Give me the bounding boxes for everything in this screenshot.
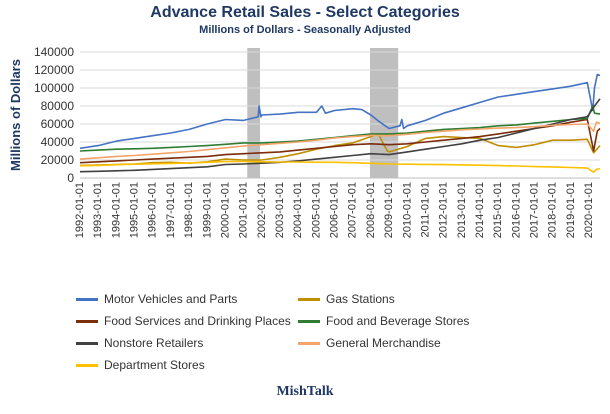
x-tick-label: 2011-01-01 (419, 182, 431, 237)
x-tick-label: 1994-01-01 (110, 182, 122, 238)
x-tick-label: 2018-01-01 (547, 182, 559, 238)
x-tick-label: 2008-01-01 (365, 182, 377, 238)
series-line (79, 73, 601, 150)
legend-swatch (298, 319, 320, 323)
legend-item: Department Stores (76, 358, 205, 372)
x-tick-label: 2017-01-01 (529, 182, 541, 238)
x-tick-label: 2009-01-01 (383, 182, 395, 238)
legend-swatch (76, 319, 98, 323)
y-tick-label: 20000 (41, 153, 75, 167)
y-tick-label: 80000 (41, 99, 75, 113)
y-tick-label: 120000 (34, 63, 74, 77)
x-tick-label: 2013-01-01 (456, 182, 468, 238)
legend-swatch (76, 297, 98, 301)
x-tick-label: 2003-01-01 (274, 182, 286, 238)
chart-title: Advance Retail Sales - Select Categories (150, 4, 460, 21)
legend-label: Gas Stations (326, 292, 395, 306)
x-tick-label: 1993-01-01 (92, 182, 104, 238)
x-tick-label: 1998-01-01 (183, 182, 195, 238)
legend-swatch (76, 363, 98, 367)
x-tick-label: 1992-01-01 (74, 182, 86, 238)
x-tick-label: 2015-01-01 (492, 182, 504, 238)
legend-label: Department Stores (104, 358, 205, 372)
x-tick-label: 2007-01-01 (347, 182, 359, 238)
x-tick-label: 2016-01-01 (510, 182, 522, 238)
x-tick-label: 2001-01-01 (238, 182, 250, 238)
legend-item: Food and Beverage Stores (298, 314, 469, 328)
x-tick-label: 2005-01-01 (310, 182, 322, 238)
legend-label: General Merchandise (326, 336, 441, 350)
x-tick-label: 2020-01-01 (583, 182, 595, 238)
y-tick-label: 60000 (41, 117, 75, 131)
y-tick-label: 40000 (41, 135, 75, 149)
x-tick-label: 1999-01-01 (201, 182, 213, 238)
series-line (79, 105, 601, 152)
y-tick-label: 0 (67, 171, 74, 185)
line-chart: 0 20000 40000 60000 80000 100000 120000 140000 1… (8, 45, 601, 238)
x-tick-label: 2019-01-01 (565, 182, 577, 238)
legend-swatch (76, 341, 98, 345)
x-tick-label: 2012-01-01 (438, 182, 450, 238)
legend-item: Gas Stations (298, 292, 395, 306)
series-line (79, 98, 601, 173)
y-tick-label: 100000 (34, 81, 74, 95)
legend-label: Food Services and Drinking Places (104, 314, 291, 328)
chart-subtitle: Millions of Dollars - Seasonally Adjuste… (199, 24, 411, 36)
legend-item: Motor Vehicles and Parts (76, 292, 237, 306)
x-tick-label: 2014-01-01 (474, 182, 486, 238)
legend-label: Food and Beverage Stores (326, 314, 470, 328)
x-tick-label: 2002-01-01 (256, 182, 268, 238)
legend-item: Nonstore Retailers (76, 336, 203, 350)
legend-swatch (298, 297, 320, 301)
x-tick-label: 2010-01-01 (401, 182, 413, 238)
y-tick-label: 140000 (34, 45, 74, 59)
x-tick-label: 1995-01-01 (129, 182, 141, 238)
legend-label: Motor Vehicles and Parts (104, 292, 238, 306)
x-tick-label: 1997-01-01 (165, 182, 177, 238)
series-line (79, 133, 601, 167)
series-line (79, 160, 601, 173)
x-tick-label: 2004-01-01 (292, 182, 304, 238)
brand-footer: MishTalk (276, 384, 334, 399)
x-tick-label: 2006-01-01 (329, 182, 341, 238)
legend-item: General Merchandise (298, 336, 441, 350)
x-tick-label: 1996-01-01 (147, 182, 159, 238)
legend-swatch (298, 341, 320, 345)
x-tick-label: 2000-01-01 (219, 182, 231, 238)
recession-band (370, 48, 399, 178)
series-line (79, 121, 601, 160)
y-axis-label: Millions of Dollars (8, 59, 23, 171)
legend-label: Nonstore Retailers (104, 336, 204, 350)
legend-item: Food Services and Drinking Places (76, 314, 291, 328)
